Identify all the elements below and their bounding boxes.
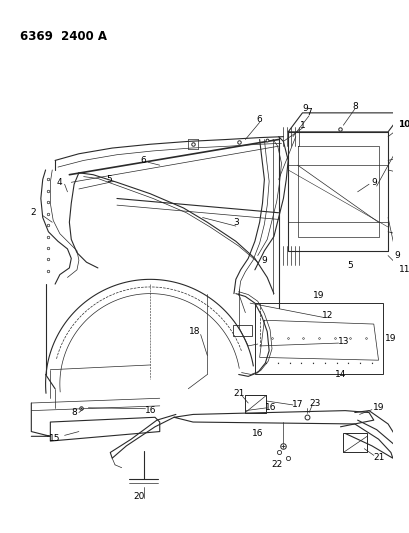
Text: 2: 2 [30,208,36,217]
Text: 5: 5 [346,261,352,270]
Text: 9: 9 [394,251,400,260]
Text: 4: 4 [57,178,63,187]
Text: 13: 13 [337,337,348,346]
Text: 16: 16 [265,403,276,412]
Text: 16: 16 [252,429,263,438]
Text: 11: 11 [398,265,409,274]
Text: 18: 18 [189,327,200,336]
Text: 19: 19 [384,334,396,343]
Text: 7: 7 [306,108,311,117]
Text: 21: 21 [372,453,383,462]
Bar [232,325,252,336]
Text: 15: 15 [49,434,61,443]
Text: 6: 6 [256,115,262,124]
Text: 8: 8 [351,102,357,111]
Text: 17: 17 [291,400,303,409]
Text: 10: 10 [397,120,409,129]
Text: 3: 3 [232,218,238,227]
Bar [342,433,366,453]
Text: 12: 12 [321,311,333,320]
Text: 20: 20 [133,492,144,500]
Text: 5: 5 [106,175,112,184]
Text: 16: 16 [144,406,155,415]
Bar [245,395,265,413]
Text: 9: 9 [370,178,376,187]
Text: 14: 14 [334,370,345,379]
Bar [254,303,382,375]
Text: 22: 22 [270,461,282,470]
Text: 6369  2400 A: 6369 2400 A [20,30,107,43]
Text: 21: 21 [232,389,244,398]
Text: 8: 8 [71,408,77,417]
Text: 9: 9 [261,256,267,265]
Text: 6: 6 [140,156,146,165]
Text: 19: 19 [372,403,383,412]
Text: 23: 23 [308,399,320,408]
Text: 19: 19 [312,291,324,300]
Text: 1: 1 [299,121,305,130]
Text: 9: 9 [302,103,308,112]
